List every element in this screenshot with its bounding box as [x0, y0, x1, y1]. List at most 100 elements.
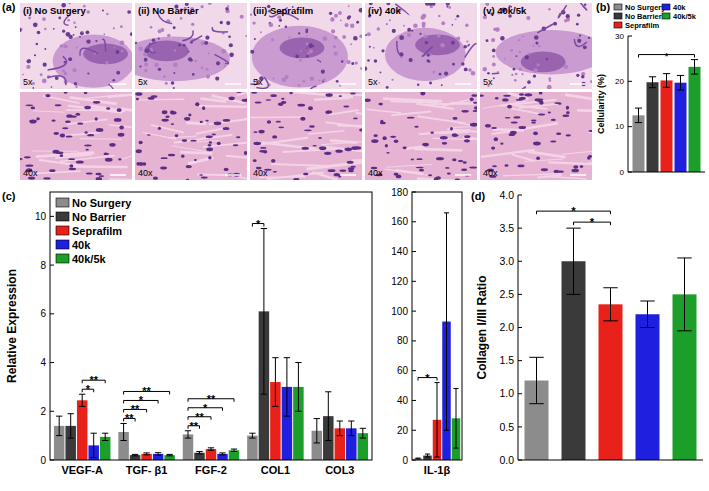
y-tick — [518, 360, 522, 361]
nucleus — [461, 168, 467, 171]
nucleus — [566, 106, 569, 110]
fiber — [70, 97, 117, 103]
cell — [191, 23, 194, 26]
cell — [319, 79, 321, 81]
fiber — [143, 132, 177, 139]
cell — [303, 80, 306, 83]
cell — [300, 50, 302, 52]
cell — [322, 78, 325, 81]
cell — [27, 59, 31, 63]
cell — [440, 43, 444, 47]
nucleus — [485, 124, 491, 128]
nucleus — [348, 170, 354, 172]
cell — [369, 46, 371, 48]
cell — [452, 63, 455, 66]
cell — [321, 70, 325, 74]
cell — [271, 38, 274, 41]
significance-label: * — [425, 372, 430, 384]
cell — [105, 61, 108, 64]
scale-bar — [455, 83, 471, 85]
cell — [417, 83, 419, 85]
scale-bar — [110, 174, 126, 176]
nucleus — [114, 118, 122, 122]
cell — [422, 24, 426, 28]
image-title: (iii) Seprafilm — [253, 5, 313, 16]
bar — [661, 80, 673, 172]
y-tick — [412, 311, 416, 312]
cell — [522, 35, 524, 37]
nucleus — [199, 174, 203, 176]
tissue-fold — [191, 36, 202, 42]
nucleus — [200, 121, 203, 123]
bar — [217, 454, 228, 460]
bar — [77, 400, 88, 460]
tissue-region — [496, 30, 606, 74]
cell — [44, 48, 46, 50]
cell — [563, 64, 568, 69]
cell — [313, 45, 315, 47]
nucleus — [326, 110, 333, 113]
cell — [72, 68, 76, 72]
fiber — [250, 116, 306, 118]
cell — [309, 49, 313, 53]
nucleus — [194, 159, 197, 161]
error-bar — [155, 453, 161, 455]
cell — [338, 11, 342, 15]
cell — [528, 52, 530, 54]
y-tick — [412, 221, 416, 222]
cell — [188, 51, 190, 53]
cell — [584, 3, 586, 5]
y-tick-label: 4 — [40, 357, 46, 368]
fiber — [514, 105, 547, 109]
tissue-fold — [48, 56, 67, 70]
tissue-region — [521, 52, 566, 73]
cell — [127, 10, 131, 14]
y-tick-label: 160 — [391, 216, 408, 227]
cell — [200, 5, 203, 8]
cell — [347, 16, 350, 19]
cell — [112, 79, 115, 82]
bar — [130, 455, 141, 460]
fiber — [186, 121, 206, 125]
nucleus — [303, 173, 308, 175]
nucleus — [76, 113, 80, 116]
cell — [229, 43, 233, 47]
fiber — [562, 149, 619, 154]
nucleus — [344, 148, 352, 152]
histology-image — [119, 1, 248, 89]
nucleus — [371, 139, 378, 143]
nucleus — [117, 108, 122, 112]
y-tick — [628, 36, 632, 37]
nucleus — [566, 111, 570, 114]
cell — [535, 42, 538, 45]
nucleus — [334, 173, 340, 176]
fiber — [512, 154, 535, 161]
nucleus — [464, 135, 470, 138]
cell — [427, 54, 430, 57]
nucleus — [281, 98, 284, 100]
cell — [158, 68, 161, 71]
y-axis-label: Cellularity (%) — [596, 74, 606, 134]
nucleus — [242, 99, 250, 102]
bar — [164, 455, 175, 460]
cell — [336, 80, 339, 83]
cell — [306, 29, 309, 32]
nucleus — [382, 136, 386, 140]
tissue-region — [144, 41, 189, 62]
nucleus — [29, 119, 37, 122]
image-background — [480, 92, 592, 180]
nucleus — [445, 167, 449, 169]
cell — [227, 5, 229, 7]
legend-label: Seprafilm — [625, 21, 660, 30]
cell — [173, 26, 176, 29]
cell — [171, 81, 175, 85]
cell — [432, 71, 435, 74]
cell — [245, 35, 247, 37]
cell — [139, 46, 144, 51]
cell — [548, 77, 551, 80]
x-tick-label: TGF- β1 — [126, 464, 168, 476]
nucleus — [455, 178, 460, 181]
legend: No SurgeryNo BarrierSeprafilm40k40k/5k — [614, 3, 697, 30]
cell — [339, 85, 341, 87]
nucleus — [170, 110, 174, 113]
